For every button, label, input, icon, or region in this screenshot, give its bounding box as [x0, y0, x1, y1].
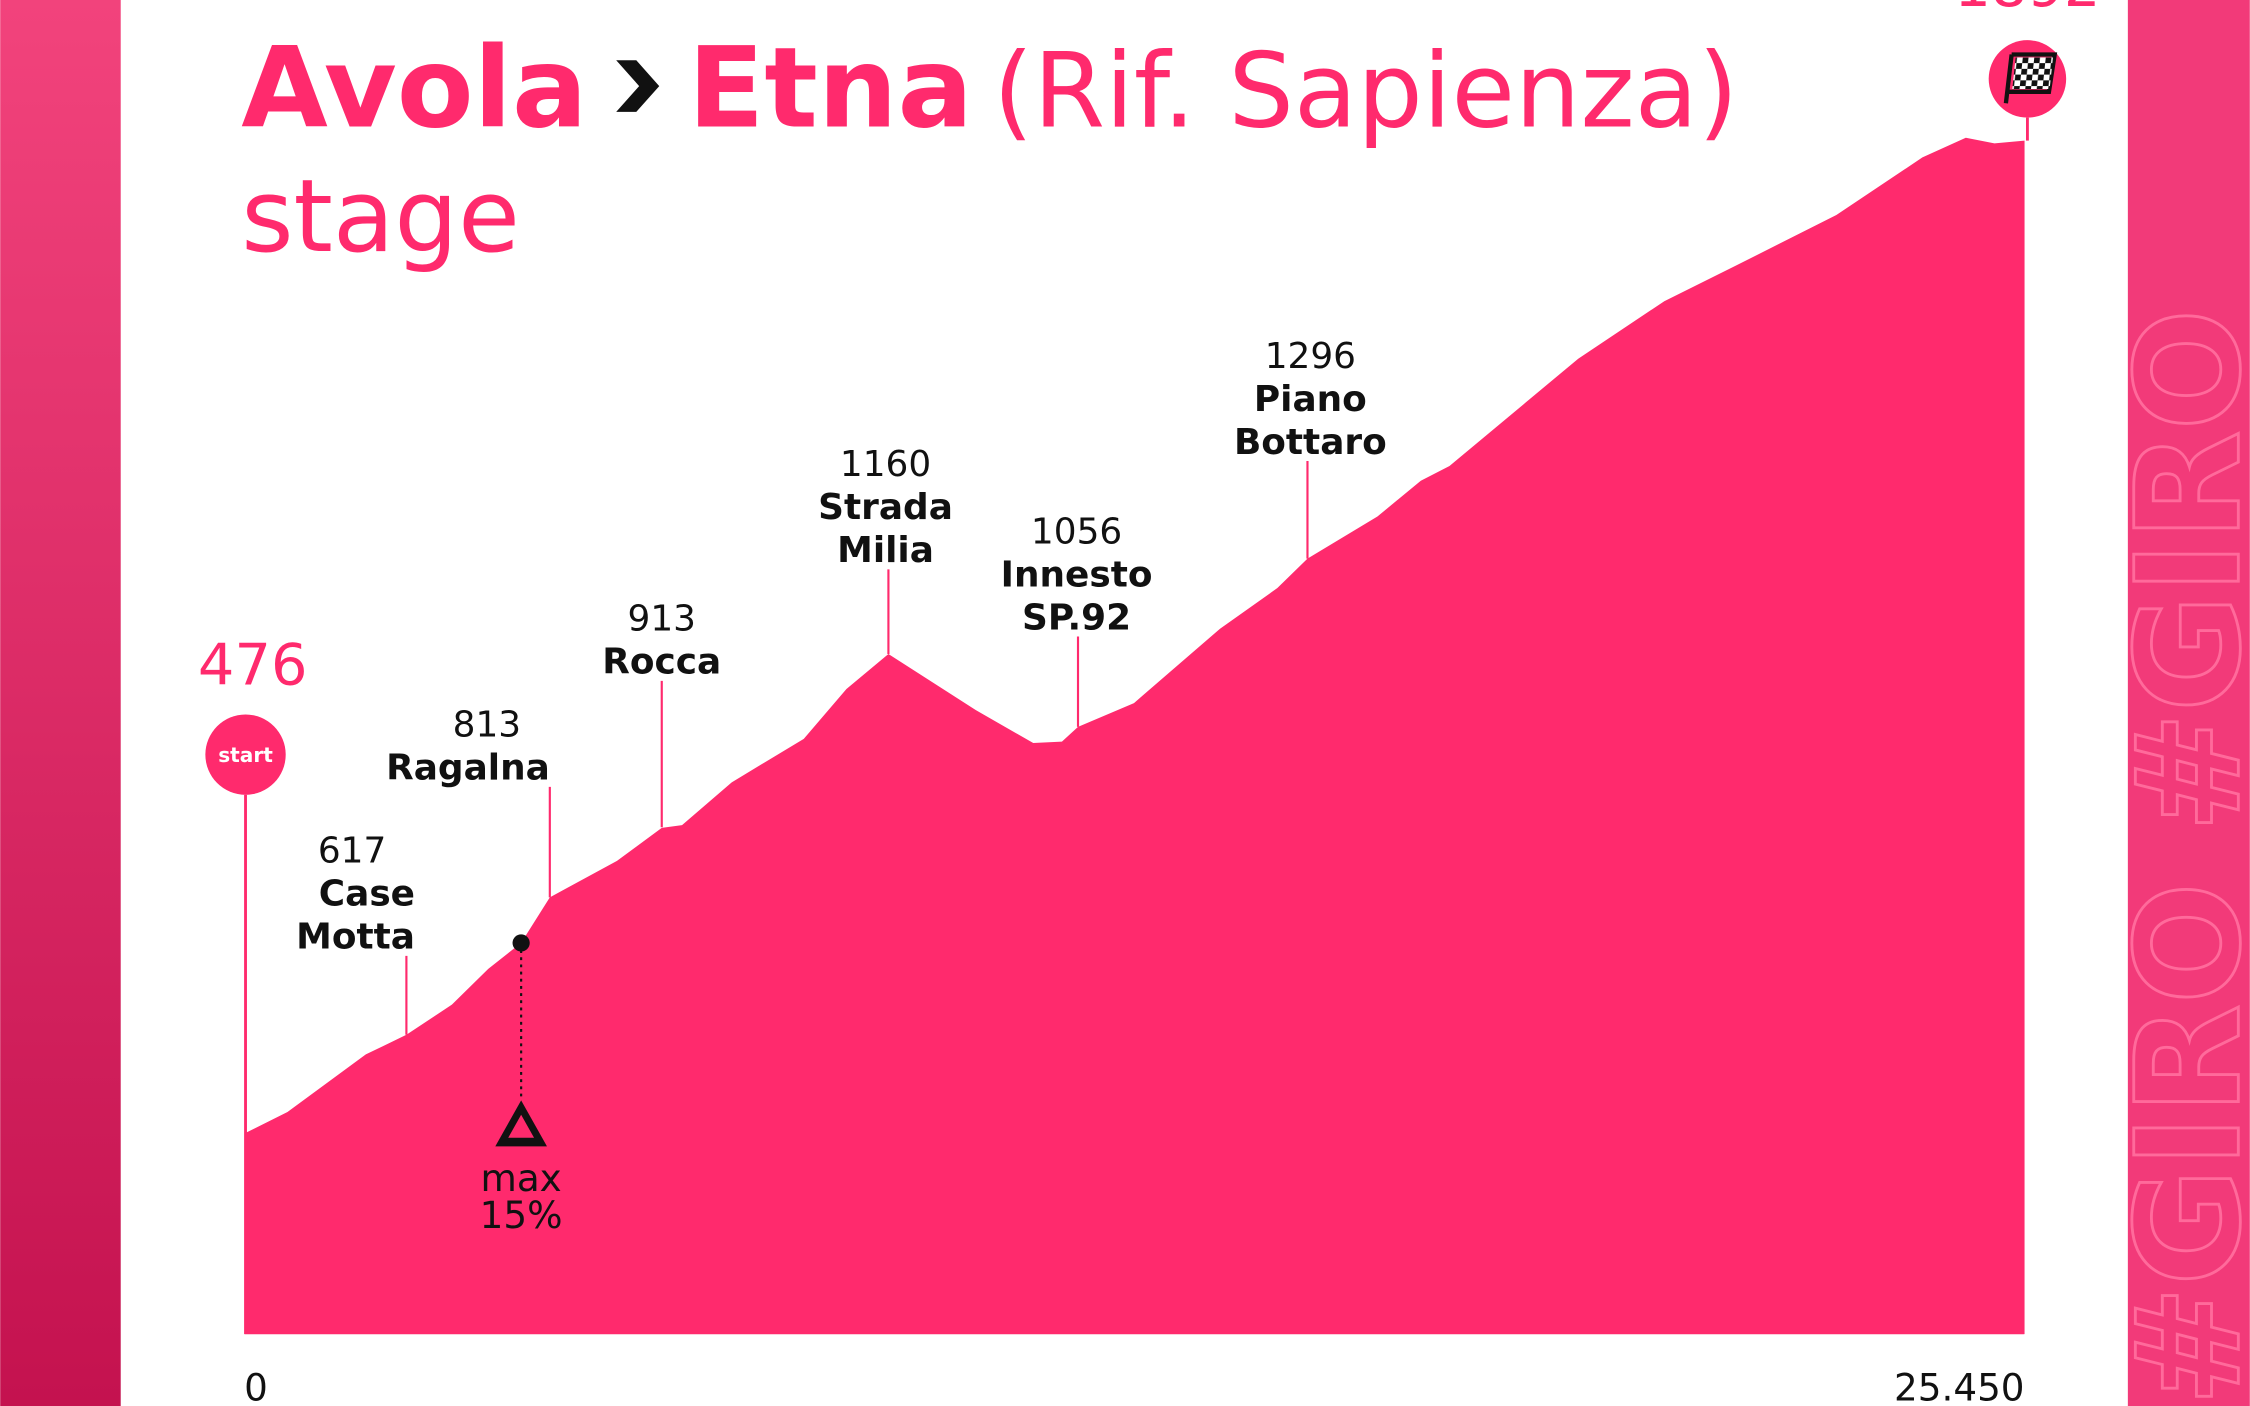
waypoint-name: Innesto [1001, 554, 1153, 595]
waypoint-elevation: 813 [453, 705, 521, 746]
waypoint-name: Strada [818, 487, 953, 528]
waypoint-name: Motta [296, 917, 415, 958]
x-tick-label: 0 [244, 1365, 268, 1406]
waypoint-elevation: 1160 [840, 444, 931, 485]
waypoint-elevation: 1056 [1031, 511, 1122, 552]
waypoint-name: Ragalna [386, 748, 550, 789]
finish-flag [2003, 52, 2058, 104]
subtitle: stage [241, 158, 520, 275]
title-detail: (Rif. Sapienza) [993, 31, 1738, 151]
waypoint-name: SP.92 [1022, 597, 1131, 638]
start-elevation: 476 [198, 631, 308, 698]
elevation-area [244, 137, 2025, 1335]
title-to: Etna [688, 23, 973, 153]
waypoint-name: Milia [837, 530, 934, 571]
finish-flag-check [2012, 57, 2053, 89]
waypoint-name: Rocca [602, 642, 721, 683]
start-marker [205, 714, 286, 795]
waypoint-elevation: 913 [628, 599, 696, 640]
right-strip [2127, 0, 2250, 1406]
waypoint-name: Bottaro [1234, 422, 1387, 463]
waypoint-elevation: 617 [318, 831, 386, 872]
waypoint-elevation: 1296 [1265, 336, 1356, 377]
max-value: 15% [480, 1193, 563, 1237]
title-from: Avola [241, 23, 587, 153]
left-strip [0, 0, 121, 1406]
max-point [512, 934, 530, 952]
waypoint-name: Piano [1254, 379, 1367, 420]
title-arrow [616, 60, 660, 112]
x-tick-label: 25.450 [1894, 1365, 2025, 1406]
start-label: start [218, 743, 273, 767]
waypoint-name: Case [319, 874, 415, 915]
title: Avola Etna (Rif. Sapienza) stage [241, 23, 1738, 275]
max-label: max [481, 1156, 562, 1200]
max-icon [495, 1100, 547, 1147]
finish-elevation: 1892 [1954, 0, 2100, 20]
watermark: #GIRO #GIRO [2105, 309, 2250, 1406]
